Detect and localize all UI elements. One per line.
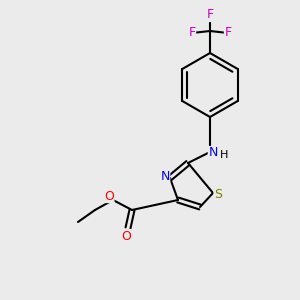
- Text: F: F: [224, 26, 232, 40]
- Text: O: O: [121, 230, 131, 242]
- Text: N: N: [208, 146, 218, 160]
- Text: F: F: [206, 8, 214, 22]
- Text: O: O: [104, 190, 114, 202]
- Text: F: F: [188, 26, 196, 40]
- Text: S: S: [214, 188, 222, 202]
- Text: H: H: [220, 150, 228, 160]
- Text: N: N: [160, 169, 170, 182]
